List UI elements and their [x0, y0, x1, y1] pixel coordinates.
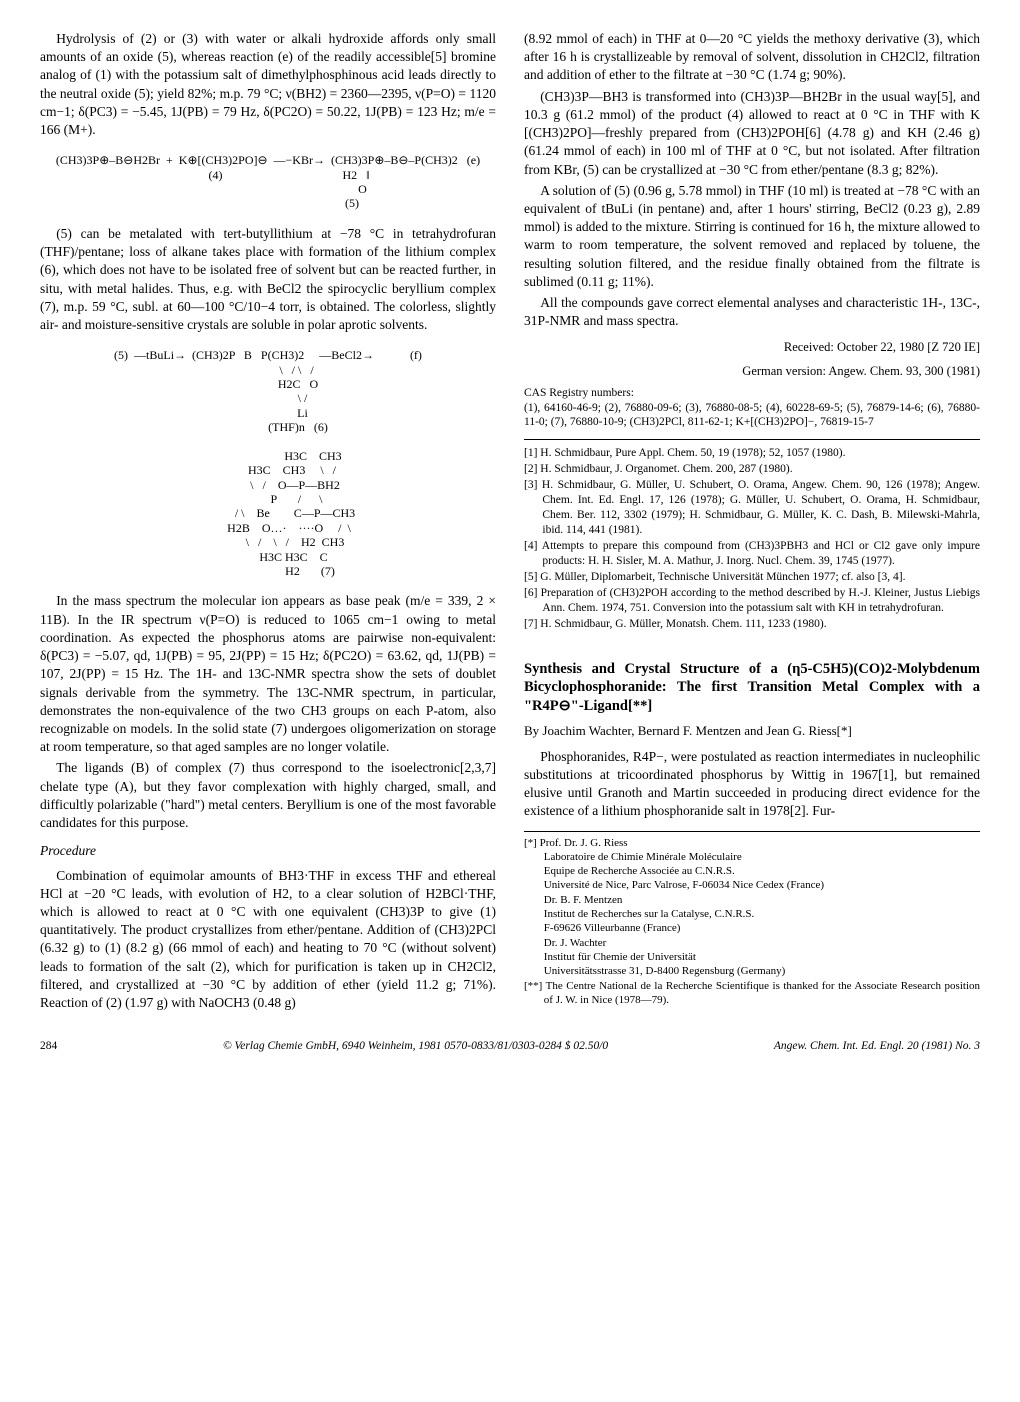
footnote-line: [*] Prof. Dr. J. G. Riess [524, 836, 980, 850]
reference-item: [6] Preparation of (CH3)2POH according t… [524, 586, 980, 616]
left-column: Hydrolysis of (2) or (3) with water or a… [40, 30, 496, 1015]
footnote-line: Laboratoire de Chimie Minérale Moléculai… [524, 850, 980, 864]
paragraph: All the compounds gave correct elemental… [524, 294, 980, 330]
reference-list: [1] H. Schmidbaur, Pure Appl. Chem. 50, … [524, 439, 980, 631]
reference-item: [5] G. Müller, Diplomarbeit, Technische … [524, 570, 980, 585]
paragraph: Combination of equimolar amounts of BH3·… [40, 867, 496, 1013]
journal-citation: Angew. Chem. Int. Ed. Engl. 20 (1981) No… [774, 1039, 980, 1055]
received-line: Received: October 22, 1980 [Z 720 IE] [524, 339, 980, 356]
reference-item: [4] Attempts to prepare this compound fr… [524, 539, 980, 569]
reference-item: [7] H. Schmidbaur, G. Müller, Monatsh. C… [524, 617, 980, 632]
cas-heading: CAS Registry numbers: [524, 387, 634, 399]
copyright-line: © Verlag Chemie GmbH, 6940 Weinheim, 198… [223, 1039, 608, 1055]
procedure-heading: Procedure [40, 842, 496, 860]
footnote-line: Universitätsstrasse 31, D-8400 Regensbur… [524, 964, 980, 978]
footnote-line: Université de Nice, Parc Valrose, F-0603… [524, 878, 980, 892]
cas-body: (1), 64160-46-9; (2), 76880-09-6; (3), 7… [524, 402, 980, 428]
reference-item: [3] H. Schmidbaur, G. Müller, U. Schuber… [524, 478, 980, 538]
footnote-line: Equipe de Recherche Associée au C.N.R.S. [524, 864, 980, 878]
reference-item: [2] H. Schmidbaur, J. Organomet. Chem. 2… [524, 462, 980, 477]
paragraph: (5) can be metalated with tert-butyllith… [40, 225, 496, 334]
german-version-line: German version: Angew. Chem. 93, 300 (19… [524, 363, 980, 380]
footnote-line: Institut de Recherches sur la Catalyse, … [524, 907, 980, 921]
footnote-line: Dr. B. F. Mentzen [524, 893, 980, 907]
right-column: (8.92 mmol of each) in THF at 0—20 °C yi… [524, 30, 980, 1015]
paragraph: In the mass spectrum the molecular ion a… [40, 592, 496, 756]
reaction-scheme-e: (CH3)3P⊕–B⊖H2Br + K⊕[(CH3)2PO]⊖ —−KBr→ (… [40, 153, 496, 211]
paragraph: (CH3)3P—BH3 is transformed into (CH3)3P—… [524, 88, 980, 179]
paragraph: The ligands (B) of complex (7) thus corr… [40, 759, 496, 832]
paragraph: Hydrolysis of (2) or (3) with water or a… [40, 30, 496, 139]
paragraph: Phosphoranides, R4P−, were postulated as… [524, 748, 980, 821]
footnote-line: [**] The Centre National de la Recherche… [524, 979, 980, 1008]
cas-registry: CAS Registry numbers: (1), 64160-46-9; (… [524, 386, 980, 429]
paragraph: A solution of (5) (0.96 g, 5.78 mmol) in… [524, 182, 980, 291]
page-number: 284 [40, 1039, 57, 1055]
page-footer: 284 © Verlag Chemie GmbH, 6940 Weinheim,… [40, 1039, 980, 1055]
author-footnote: [*] Prof. Dr. J. G. Riess Laboratoire de… [524, 831, 980, 1008]
article-authors: By Joachim Wachter, Bernard F. Mentzen a… [524, 722, 980, 740]
reaction-scheme-f: (5) —tBuLi→ (CH3)2P B P(CH3)2 —BeCl2→ (f… [40, 348, 496, 578]
footnote-line: Institut für Chemie der Universität [524, 950, 980, 964]
footnote-line: F-69626 Villeurbanne (France) [524, 921, 980, 935]
article-title: Synthesis and Crystal Structure of a (η5… [524, 660, 980, 717]
footnote-line: Dr. J. Wachter [524, 936, 980, 950]
reference-item: [1] H. Schmidbaur, Pure Appl. Chem. 50, … [524, 446, 980, 461]
paragraph: (8.92 mmol of each) in THF at 0—20 °C yi… [524, 30, 980, 85]
